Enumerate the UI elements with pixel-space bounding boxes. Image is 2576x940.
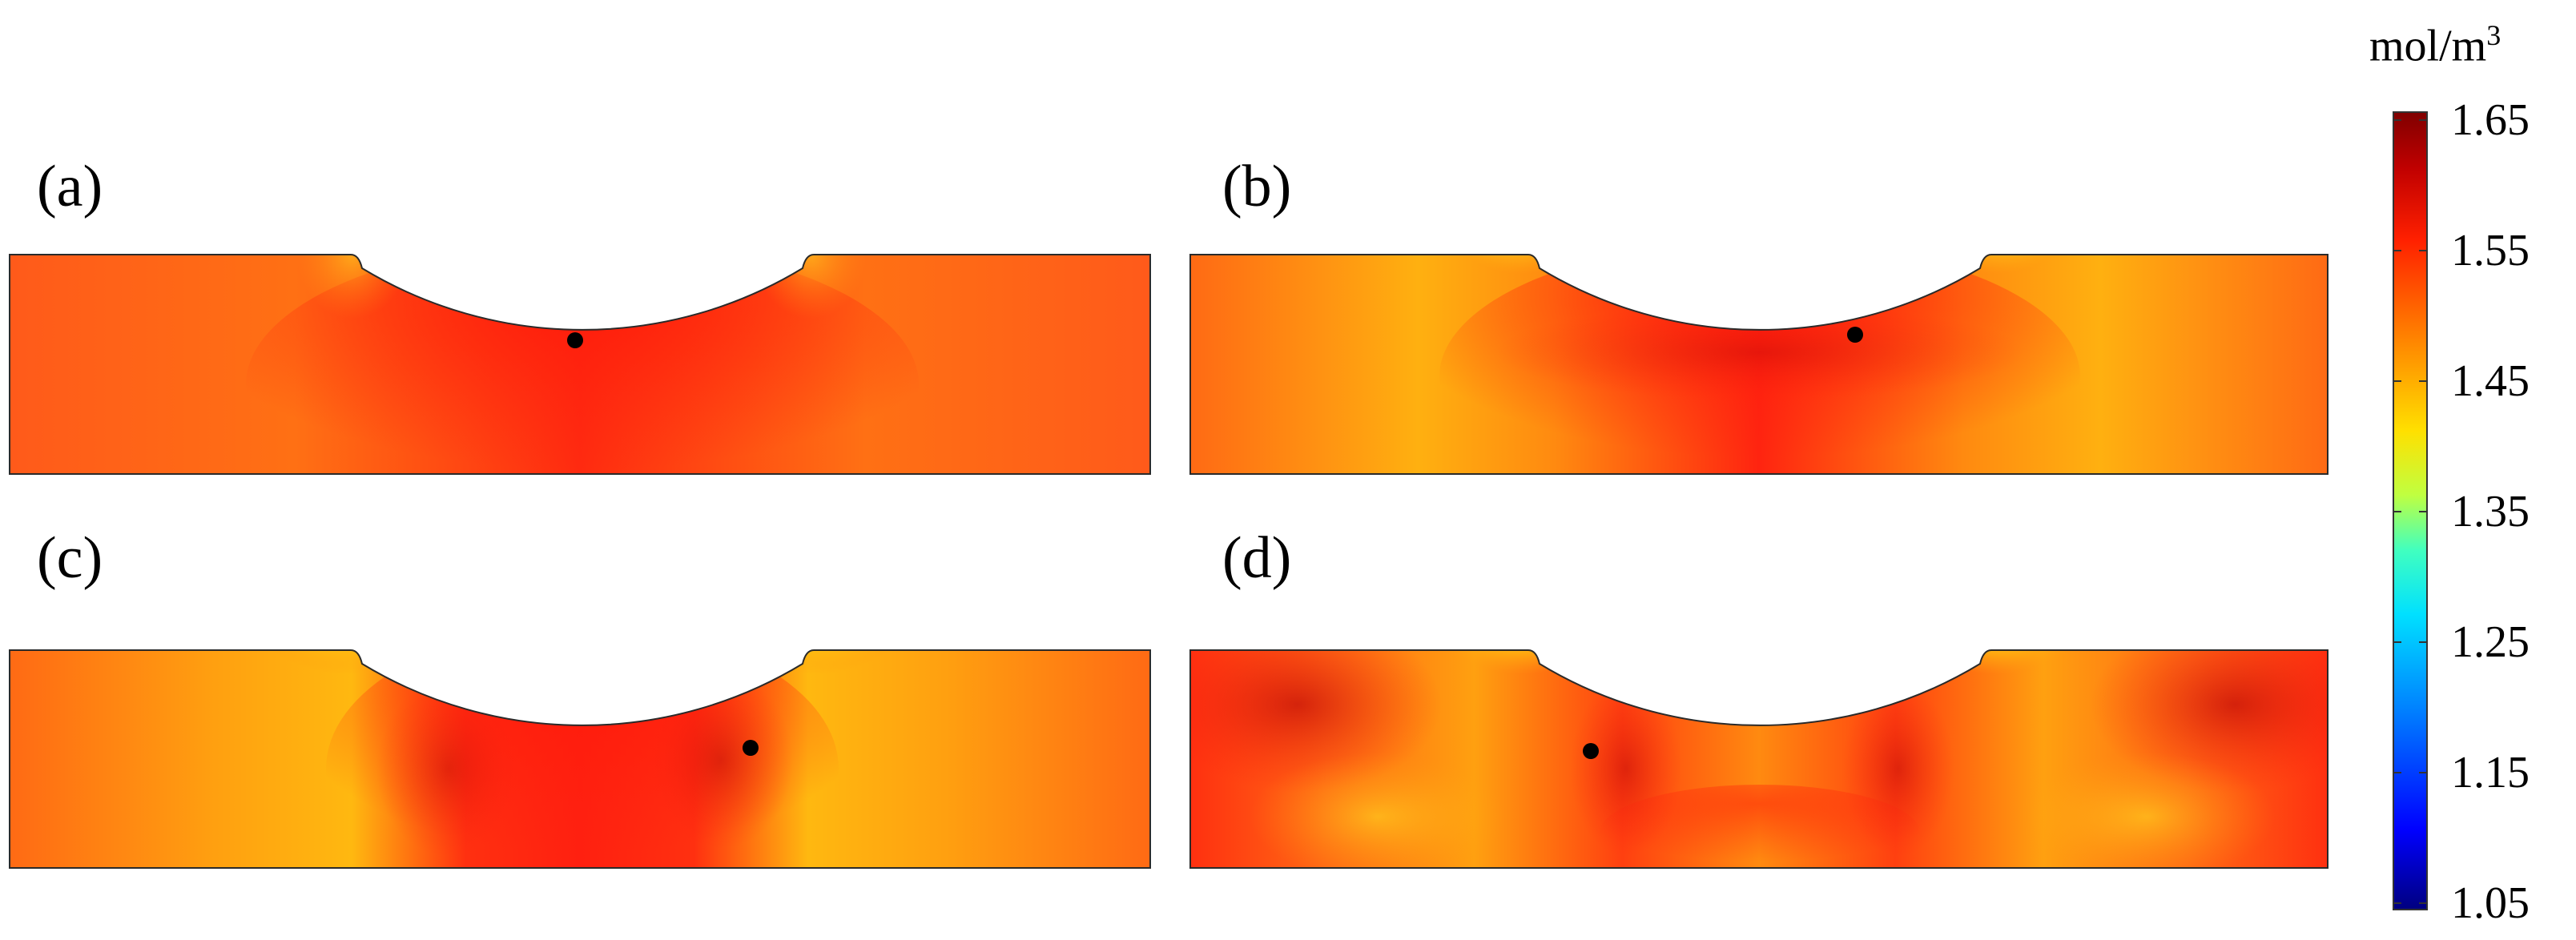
colorbar-tick-label: 1.25 [2451, 617, 2530, 667]
panel-label-a: (a) [37, 154, 103, 219]
colorbar-tick-label: 1.35 [2451, 487, 2530, 536]
panel-label-d: (d) [1222, 525, 1292, 591]
panel-d [1189, 649, 2328, 869]
colorbar [2393, 111, 2428, 910]
panel-label-b: (b) [1222, 154, 1292, 219]
probe-point [1583, 743, 1599, 759]
panel-a [9, 254, 1151, 475]
colorbar-tick-label: 1.45 [2451, 356, 2530, 406]
colorbar-tick-label: 1.55 [2451, 226, 2530, 275]
panel-b [1189, 254, 2328, 475]
probe-point [567, 332, 583, 348]
colorbar-tick-label: 1.65 [2451, 95, 2530, 145]
probe-point [1847, 327, 1863, 343]
colorbar-unit-text: mol/m [2369, 21, 2487, 71]
panel-label-c: (c) [37, 525, 103, 591]
colorbar-unit-superscript: 3 [2486, 19, 2502, 51]
probe-point [743, 740, 759, 756]
colorbar-tick-label: 1.15 [2451, 748, 2530, 797]
colorbar-tick-label: 1.05 [2451, 878, 2530, 928]
panel-c [9, 649, 1151, 869]
colorbar-unit: mol/m3 [2369, 21, 2501, 69]
